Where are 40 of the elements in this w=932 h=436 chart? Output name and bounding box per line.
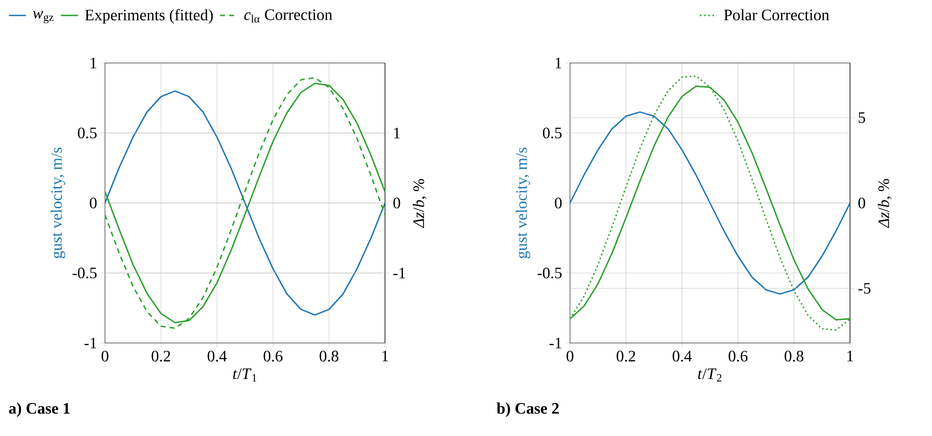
x-tick-label: 1 [382,350,388,362]
y2-tick-label: -5 [858,283,870,294]
y2-tick-label: 5 [858,112,866,123]
x-axis-title: t/T$_{2}$ [698,368,722,382]
legend-label: c$_{lα}$ Correction [244,9,332,23]
x-tick-label: 0.2 [152,350,170,362]
x-tick-label: 0 [566,350,574,362]
y-tick-label: 0 [90,198,97,208]
legend-label: w$_{gz}$ [32,10,54,24]
x-tick-label: 0.8 [320,350,338,362]
x-tick-label: 0.4 [208,350,227,362]
x-axis-title: t/T$_{1}$ [233,368,256,382]
x-tick-label: 0.2 [616,350,636,362]
y2-tick-label: 0 [393,198,400,208]
y-tick-label: 0 [554,198,562,208]
y-axis-title: gust velocity, m/s [516,148,530,258]
y2-axis-title: Δz/b, % [412,178,426,228]
x-tick-label: 1 [847,350,854,362]
text: b) Case 2 [496,402,559,417]
y2-tick-label: 0 [858,198,866,208]
legend-label: Polar Correction [724,9,830,20]
y-tick-label: -1 [84,338,96,348]
legend-label: Experiments (fitted) [85,9,213,24]
y-tick-label: -0.5 [72,268,97,278]
y-axis-title: gust velocity, m/s [50,148,66,258]
y-tick-label: 1 [90,58,96,68]
y-tick-label: -1 [550,338,562,348]
y-tick-label: 0.5 [542,128,562,138]
y-tick-label: 0.5 [78,128,97,138]
y2-tick-label: 1 [394,128,400,138]
text: a) Case 1 [9,402,70,417]
y-tick-label: -0.5 [538,268,562,278]
y2-axis-title: Δz/b, % [878,178,892,228]
y-tick-label: 1 [556,58,562,68]
x-tick-label: 0.8 [784,350,804,362]
x-tick-label: 0.6 [728,350,748,362]
x-tick-label: 0 [102,350,108,362]
y2-tick-label: -1 [393,268,406,278]
x-tick-label: 0.6 [264,350,282,362]
x-tick-label: 0.4 [672,350,692,362]
